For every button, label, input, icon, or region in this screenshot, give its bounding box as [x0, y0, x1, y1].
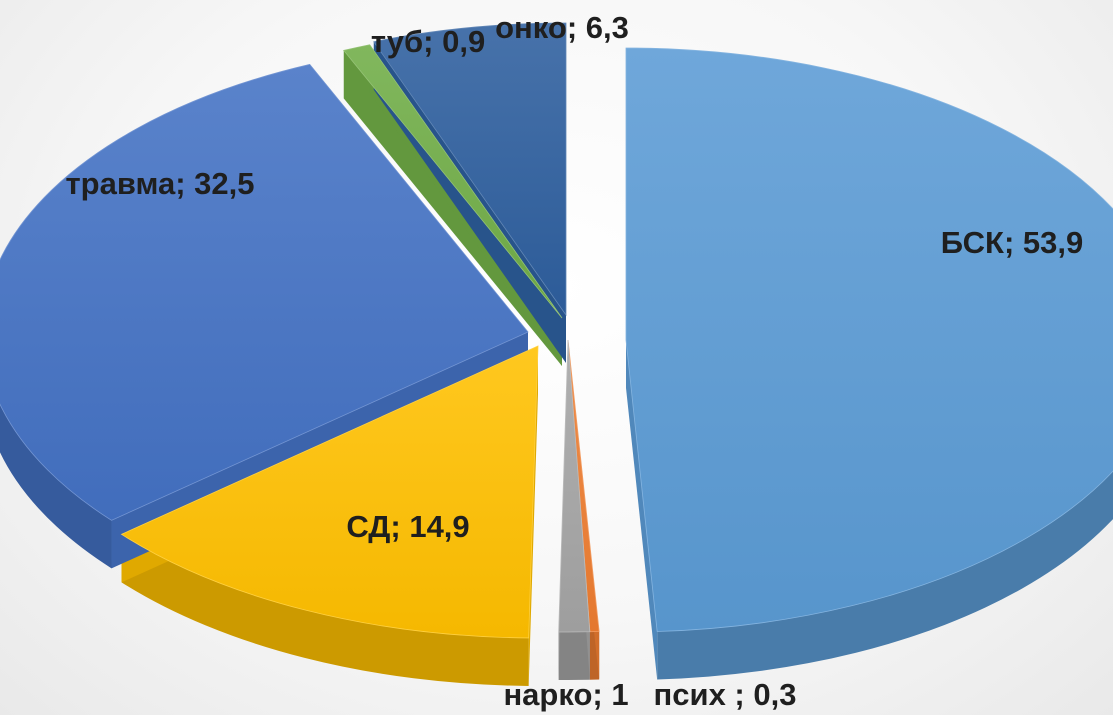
slice-side-нарко — [558, 631, 590, 680]
data-label-туб: туб; 0,9 — [371, 24, 485, 59]
slice-туб — [343, 44, 563, 319]
slice-cut-БСК-1 — [626, 340, 658, 680]
slice-tops — [0, 22, 1113, 639]
slice-side-БСК — [657, 471, 1113, 680]
labels-layer: БСК; 53,9 псих ; 0,3 нарко; 1 СД; 14,9 травм… — [65, 10, 1083, 712]
slice-онко — [373, 22, 567, 317]
slice-СД — [120, 345, 539, 639]
slices-layer — [0, 22, 1113, 686]
data-label-СД: СД; 14,9 — [346, 509, 469, 544]
data-label-травма: травма; 32,5 — [65, 166, 254, 201]
data-label-нарко: нарко; 1 — [503, 677, 628, 712]
slice-side-травма — [0, 404, 112, 569]
slice-нарко — [558, 339, 591, 633]
data-label-БСК: БСК; 53,9 — [941, 225, 1083, 260]
data-label-псих: псих ; 0,3 — [654, 677, 797, 712]
slice-side-СД — [121, 534, 529, 686]
slice-БСК — [625, 47, 1113, 632]
data-label-онко: онко; 6,3 — [495, 10, 629, 45]
slice-травма — [0, 63, 529, 521]
